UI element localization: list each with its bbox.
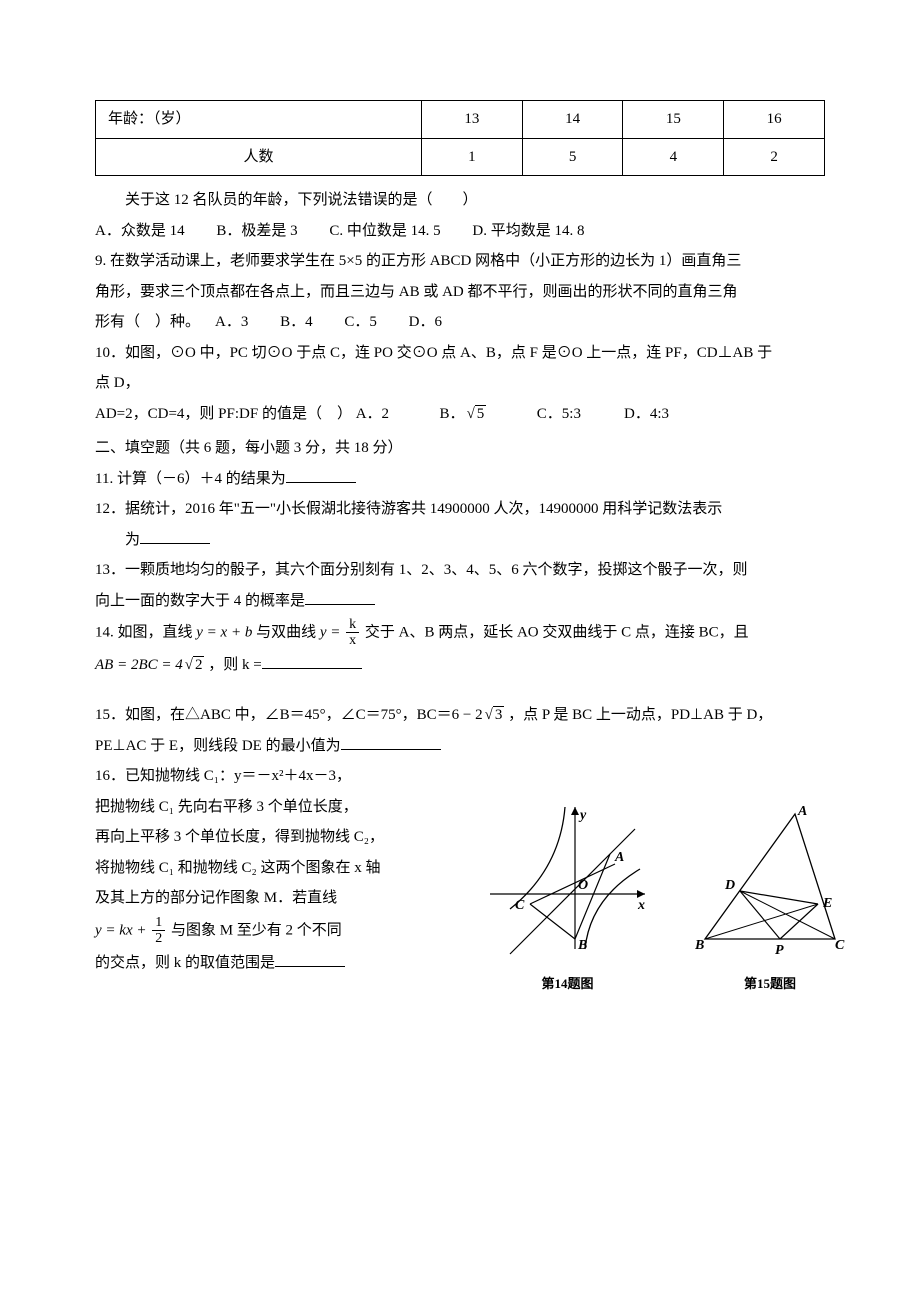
- figure-14: y x A B C O 第14题图: [480, 799, 655, 996]
- fig14-caption: 第14题图: [480, 972, 655, 997]
- fraction: 12: [152, 915, 165, 947]
- svg-text:x: x: [637, 898, 645, 913]
- q9-line1: 9. 在数学活动课上，老师要求学生在 5×5 的正方形 ABCD 网格中（小正方…: [95, 247, 825, 276]
- q12-line2: 为: [95, 526, 825, 555]
- table-row: 年龄：（岁） 13 14 15 16: [96, 101, 825, 139]
- svg-text:C: C: [515, 898, 525, 913]
- q14-mid2: 交于 A、B 两点，延长 AO 交双曲线于 C 点，连接 BC，且: [365, 624, 749, 640]
- q8-opt-c: C. 中位数是 14. 5: [329, 217, 440, 246]
- q16-line6-suffix: 与图象 M 至少有 2 个不同: [167, 922, 342, 938]
- age-cell: 15: [623, 101, 724, 139]
- q11: 11. 计算（－6）＋4 的结果为: [95, 465, 825, 494]
- q10-opt-b-prefix: B．: [440, 406, 465, 422]
- q12-line2-text: 为: [125, 532, 140, 548]
- blank: [140, 529, 210, 544]
- q14-eq1: y = x + b: [196, 624, 252, 640]
- svg-text:E: E: [822, 896, 832, 911]
- q11-text: 11. 计算（－6）＋4 的结果为: [95, 471, 286, 487]
- svg-text:D: D: [724, 878, 735, 893]
- q8-stem: 关于这 12 名队员的年龄，下列说法错误的是（ ）: [95, 186, 825, 215]
- q15-line2-text: PE⊥AC 于 E，则线段 DE 的最小值为: [95, 738, 341, 754]
- age-cell: 14: [522, 101, 623, 139]
- q9-opt-c: C．5: [344, 308, 377, 337]
- q14-line1: 14. 如图，直线 y = x + b 与双曲线 y = kx 交于 A、B 两…: [95, 617, 825, 649]
- age-cell: 13: [421, 101, 522, 139]
- q15-line1-suffix: ，点 P 是 BC 上一动点，PD⊥AB 于 D，: [504, 707, 772, 723]
- sqrt-icon: 5: [465, 400, 487, 429]
- q15-expr-a: 6 − 2: [452, 707, 483, 723]
- q8-opt-b: B．极差是 3: [216, 217, 297, 246]
- q15-line2: PE⊥AC 于 E，则线段 DE 的最小值为: [95, 732, 515, 761]
- q10-line2-prefix: AD=2，CD=4，则 PF:DF 的值是（ ）: [95, 406, 352, 422]
- q10-opt-d: D．4:3: [624, 400, 669, 429]
- count-header-label: 人数: [96, 138, 422, 176]
- q9-opt-b: B．4: [280, 308, 313, 337]
- count-cell: 1: [421, 138, 522, 176]
- count-cell: 4: [623, 138, 724, 176]
- age-cell: 16: [724, 101, 825, 139]
- svg-text:B: B: [577, 938, 587, 953]
- q8-options: A．众数是 14 B．极差是 3 C. 中位数是 14. 5 D. 平均数是 1…: [95, 217, 825, 246]
- age-header-label: 年龄：（岁）: [96, 101, 422, 139]
- age-table: 年龄：（岁） 13 14 15 16 人数 1 5 4 2: [95, 100, 825, 176]
- section2-title: 二、填空题（共 6 题，每小题 3 分，共 18 分）: [95, 434, 825, 463]
- q9-line2: 角形，要求三个顶点都在各点上，而且三边与 AB 或 AD 都不平行，则画出的形状…: [95, 278, 825, 307]
- q9-line3-prefix: 形有（ ）种。: [95, 314, 200, 330]
- blank: [286, 468, 356, 483]
- q14-prefix: 14. 如图，直线: [95, 624, 196, 640]
- q10-line1b: 点 D，: [95, 369, 825, 398]
- q16-line7-text: 的交点，则 k 的取值范围是: [95, 955, 275, 971]
- q14-line2-prefix: AB = 2BC = 4: [95, 657, 183, 673]
- fig15-caption: 第15题图: [695, 972, 845, 997]
- q14-line2-mid: ，则 k =: [204, 657, 261, 673]
- q13-line1: 13．一颗质地均匀的骰子，其六个面分别刻有 1、2、3、4、5、6 六个数字，投…: [95, 556, 825, 585]
- q15-line1-prefix: 15．如图，在△ABC 中，∠B＝45°，∠C＝75°，BC＝: [95, 707, 452, 723]
- q10-line1: 10．如图，⊙O 中，PC 切⊙O 于点 C，连 PO 交⊙O 点 A、B，点 …: [95, 339, 825, 368]
- fraction: kx: [346, 617, 359, 649]
- q13-line2: 向上一面的数字大于 4 的概率是: [95, 587, 825, 616]
- fig15-svg: A B C D E P: [695, 799, 845, 959]
- q12-line1: 12．据统计，2016 年"五一"小长假湖北接待游客共 14900000 人次，…: [95, 495, 825, 524]
- q16-line1: 16．已知抛物线 C₁：y＝－x²＋4x－3，: [95, 762, 515, 791]
- q9-line3: 形有（ ）种。 A．3 B．4 C．5 D．6: [95, 308, 825, 337]
- svg-text:y: y: [578, 808, 587, 823]
- svg-text:P: P: [775, 943, 784, 958]
- blank: [262, 654, 362, 669]
- q9-opt-a: A．3: [215, 308, 248, 337]
- q10-opt-c: C．5:3: [537, 400, 581, 429]
- q8-opt-d: D. 平均数是 14. 8: [472, 217, 584, 246]
- q15-line1: 15．如图，在△ABC 中，∠B＝45°，∠C＝75°，BC＝6 − 23 ，点…: [95, 701, 825, 730]
- q10-line2: AD=2，CD=4，则 PF:DF 的值是（ ） A．2 B．5 C．5:3 D…: [95, 400, 825, 429]
- q9-opt-d: D．6: [409, 308, 442, 337]
- svg-text:O: O: [578, 878, 588, 893]
- blank: [275, 952, 345, 967]
- figure-15: A B C D E P 第15题图: [695, 799, 845, 996]
- blank: [341, 735, 441, 750]
- sqrt-icon: 3: [483, 701, 505, 730]
- q14-line2: AB = 2BC = 42 ，则 k =: [95, 651, 825, 680]
- svg-text:B: B: [695, 938, 704, 953]
- q10-opt-a: A．2: [356, 400, 389, 429]
- count-cell: 5: [522, 138, 623, 176]
- q13-line2-text: 向上一面的数字大于 4 的概率是: [95, 593, 305, 609]
- table-row: 人数 1 5 4 2: [96, 138, 825, 176]
- svg-text:A: A: [797, 804, 807, 819]
- count-cell: 2: [724, 138, 825, 176]
- fig14-svg: y x A B C O: [480, 799, 655, 959]
- blank: [305, 590, 375, 605]
- q14-eq2-prefix: y =: [320, 624, 344, 640]
- q16-line6-prefix: y = kx +: [95, 922, 150, 938]
- q8-opt-a: A．众数是 14: [95, 217, 185, 246]
- q10-opt-b: B．5: [440, 400, 487, 429]
- q14-mid1: 与双曲线: [256, 624, 320, 640]
- svg-text:C: C: [835, 938, 845, 953]
- svg-text:A: A: [614, 850, 624, 865]
- sqrt-icon: 2: [183, 651, 205, 680]
